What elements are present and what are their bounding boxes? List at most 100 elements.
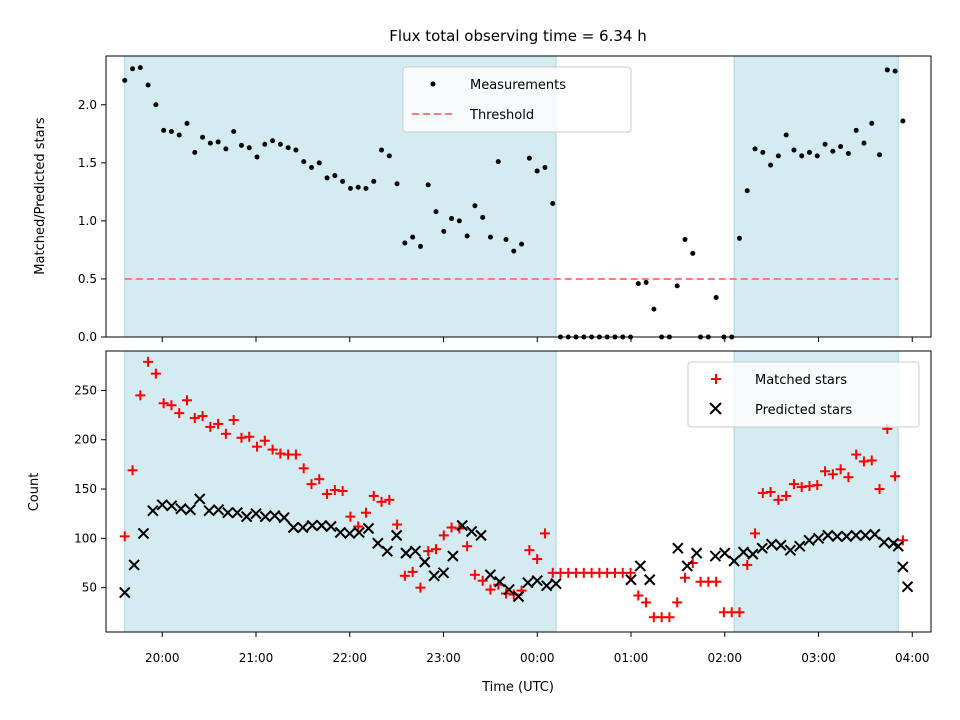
matched-star-point [158,398,169,409]
ratio-panel-frame [105,55,932,338]
predicted-marker-b [344,527,356,540]
measurements-legend-marker [430,81,436,87]
matched-star-point [866,455,877,466]
matched-star-point [220,428,231,439]
predicted-marker-b [456,519,468,532]
predicted-star-point [297,521,309,534]
measurement-point [394,181,400,187]
predicted-star-point [278,511,290,524]
measurement-point [807,149,812,155]
chart-title: Flux total observing time = 6.34 h [389,27,646,45]
matched-star-point [765,486,776,497]
predicted-marker-b [522,576,534,589]
matched-star-point [392,519,403,530]
predicted-marker-b [728,555,740,567]
matched-star-point [625,567,636,578]
measurement-point [674,283,680,289]
measurement-point [682,236,688,242]
predicted-star-point [737,546,750,558]
predicted-marker-b [878,536,890,548]
predicted-star-point [901,580,914,593]
matched-star-point [306,479,317,490]
matched-star-point [244,431,255,442]
ratio-ytick-label: 0.0 [78,330,97,344]
matched-star-point [353,521,364,532]
matched-star-point [633,590,644,601]
predicted-legend-marker [709,402,722,415]
predicted-star-point [709,550,722,562]
predicted-marker-b [137,527,150,540]
measurement-point [285,145,291,151]
measurement-point [480,214,486,220]
matched-star-point [205,421,216,432]
predicted-star-point [822,529,834,542]
measurement-point [433,209,439,215]
matched-star-point [469,569,480,580]
measurement-point [449,216,455,222]
predicted-marker-b [512,590,525,603]
predicted-marker-b [203,505,215,517]
measurement-point [215,139,221,145]
predicted-marker-b [297,521,309,534]
predicted-marker-b [278,511,290,524]
predicted-star-point [231,506,243,519]
predicted-marker-b [644,574,656,586]
measurement-point [309,164,314,170]
count-ytick-label: 100 [74,531,97,545]
matched-star-point [664,612,675,623]
measurement-point [316,160,322,166]
predicted-star-point [428,570,440,582]
matched-star-point [189,413,200,424]
predicted-star-point [128,559,140,571]
predicted-star-point [897,561,909,573]
measurement-point [892,68,898,74]
matched-star-point [477,575,488,586]
matched-star-point [835,464,846,475]
measurement-point [814,153,820,159]
predicted-star-point [840,530,853,543]
matched-star-point [897,535,908,546]
matched-star-point [851,449,862,460]
predicted-star-point [522,576,534,589]
measurement-point [464,233,470,239]
predicted-star-point [390,529,403,542]
measurement-point [526,155,532,161]
matched-star-point [843,472,854,483]
predicted-marker-b [400,547,412,559]
matched-star-point [360,507,371,518]
predicted-marker-b [362,522,375,535]
measurement-point [254,154,260,160]
measurement-point [456,218,462,224]
measurement-point [324,175,330,181]
observing-interval-1 [733,55,899,338]
predicted-marker-b [840,530,853,543]
measurement-point [838,144,844,150]
predicted-marker-b [709,550,722,562]
measurement-point [768,162,774,168]
matched-star-point [337,486,348,497]
x-axis-label: Time (UTC) [481,680,554,695]
predicted-marker-b [156,499,168,511]
predicted-star-point [728,555,740,567]
matched-star-point [399,570,410,581]
predicted-star-point [400,547,412,559]
measurement-point [137,65,143,71]
predicted-star-point [803,534,815,547]
measurement-point [495,159,501,165]
predicted-star-point [475,529,487,542]
predicted-marker-b [869,528,881,541]
matched-star-point [524,545,535,556]
predicted-star-point [765,538,778,550]
predicted-marker-b [315,519,328,532]
measurement-point [231,128,237,134]
matched-star-point [182,395,192,406]
measurement-point [363,185,369,191]
measurements-legend-label: Measurements [470,78,566,93]
predicted-star-point [531,575,543,587]
ratio-legend: Measurements Threshold [402,66,632,133]
predicted-marker-b [503,583,515,596]
predicted-star-point [644,574,656,586]
matched-star-point [742,559,753,570]
matched-star-point [415,582,426,593]
